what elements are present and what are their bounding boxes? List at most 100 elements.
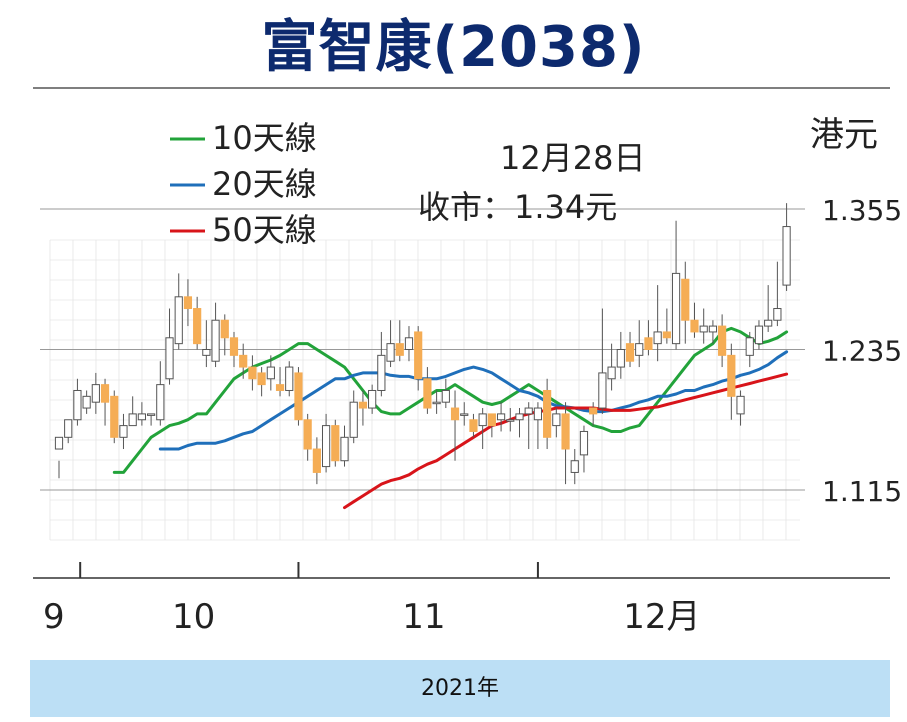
- candle-body: [579, 430, 589, 456]
- candle-body: [377, 354, 386, 391]
- candle: [552, 408, 561, 438]
- candle: [671, 220, 681, 350]
- candle: [294, 367, 303, 426]
- candle-body: [368, 389, 377, 409]
- candle: [690, 302, 699, 338]
- candle-body: [414, 331, 423, 380]
- candle: [432, 390, 441, 414]
- candle: [165, 308, 174, 385]
- candle-body: [607, 366, 616, 380]
- candle-body: [321, 425, 331, 468]
- candle: [478, 408, 487, 450]
- candle-body: [543, 389, 552, 438]
- year-label: 2021年: [421, 676, 499, 701]
- candle-body: [404, 337, 414, 350]
- candle: [73, 378, 82, 426]
- candle-body: [202, 349, 211, 356]
- candle-body: [745, 337, 754, 356]
- x-tick-label: 9: [43, 597, 65, 637]
- candle: [506, 408, 515, 432]
- candle-body: [110, 395, 119, 438]
- candle: [377, 331, 386, 397]
- candle-body: [625, 343, 635, 362]
- candle: [368, 384, 377, 414]
- candle-body: [174, 296, 183, 345]
- candle-body: [727, 354, 736, 397]
- candle: [414, 326, 423, 391]
- candle-body: [239, 354, 248, 368]
- candle: [321, 413, 331, 473]
- candle-body: [156, 384, 165, 421]
- candle-body: [681, 278, 690, 321]
- candle-body: [183, 296, 193, 310]
- candle-body: [690, 319, 699, 333]
- candle-body: [478, 413, 487, 427]
- candle: [239, 343, 248, 379]
- candle: [285, 361, 294, 397]
- y-tick-label: 1.115: [822, 475, 902, 508]
- candle-body: [598, 372, 607, 409]
- candle-body: [211, 319, 220, 362]
- candle-body: [515, 413, 524, 421]
- candle-body: [285, 366, 294, 391]
- candle: [156, 361, 165, 426]
- candle-body: [533, 407, 543, 421]
- candle-body: [506, 419, 515, 422]
- candle-body: [662, 331, 671, 339]
- candle-body: [644, 337, 653, 350]
- candle-body: [736, 395, 745, 415]
- candle: [653, 285, 662, 362]
- candle-body: [635, 343, 644, 356]
- candle-body: [699, 325, 708, 333]
- candle-body: [358, 401, 368, 409]
- candle: [718, 314, 727, 368]
- candle: [257, 367, 266, 397]
- candle: [754, 320, 764, 350]
- legend: 10天線 20天線 50天線: [170, 119, 317, 249]
- candle: [616, 331, 625, 379]
- candles: [54, 203, 791, 485]
- candle-body: [349, 401, 358, 438]
- x-tick-label: 10: [172, 597, 215, 637]
- candle: [174, 273, 183, 350]
- candle-body: [395, 343, 404, 356]
- candle: [469, 413, 478, 438]
- candle: [727, 343, 736, 420]
- candle-body: [119, 425, 128, 438]
- candle: [119, 413, 128, 450]
- candle-body: [147, 413, 156, 416]
- candle-body: [229, 337, 239, 356]
- candle-body: [82, 395, 91, 409]
- candle-body: [570, 460, 579, 473]
- candle: [54, 436, 64, 479]
- candle: [248, 355, 257, 391]
- legend-label: 50天線: [212, 211, 317, 249]
- y-axis-unit: 港元: [810, 115, 878, 155]
- candle: [386, 320, 395, 368]
- candle: [543, 378, 552, 450]
- candle: [147, 413, 156, 426]
- candle-body: [312, 448, 321, 473]
- candle: [340, 425, 349, 467]
- candle-body: [64, 419, 73, 438]
- candle: [570, 449, 579, 485]
- candle: [312, 437, 321, 485]
- candle-body: [423, 378, 432, 409]
- candle: [515, 408, 524, 438]
- candle-body: [653, 331, 662, 345]
- candle-body: [275, 384, 285, 391]
- candle: [220, 314, 229, 356]
- candle: [782, 203, 791, 291]
- candle: [773, 261, 782, 327]
- candle-body: [561, 413, 570, 450]
- candle: [699, 308, 708, 344]
- candle: [349, 390, 358, 444]
- candle-body: [266, 366, 275, 380]
- candle-body: [460, 413, 469, 416]
- y-tick-label: 1.235: [822, 335, 902, 368]
- candle: [358, 390, 368, 426]
- candle: [524, 402, 533, 450]
- candle-body: [552, 413, 561, 427]
- candle-body: [671, 272, 681, 345]
